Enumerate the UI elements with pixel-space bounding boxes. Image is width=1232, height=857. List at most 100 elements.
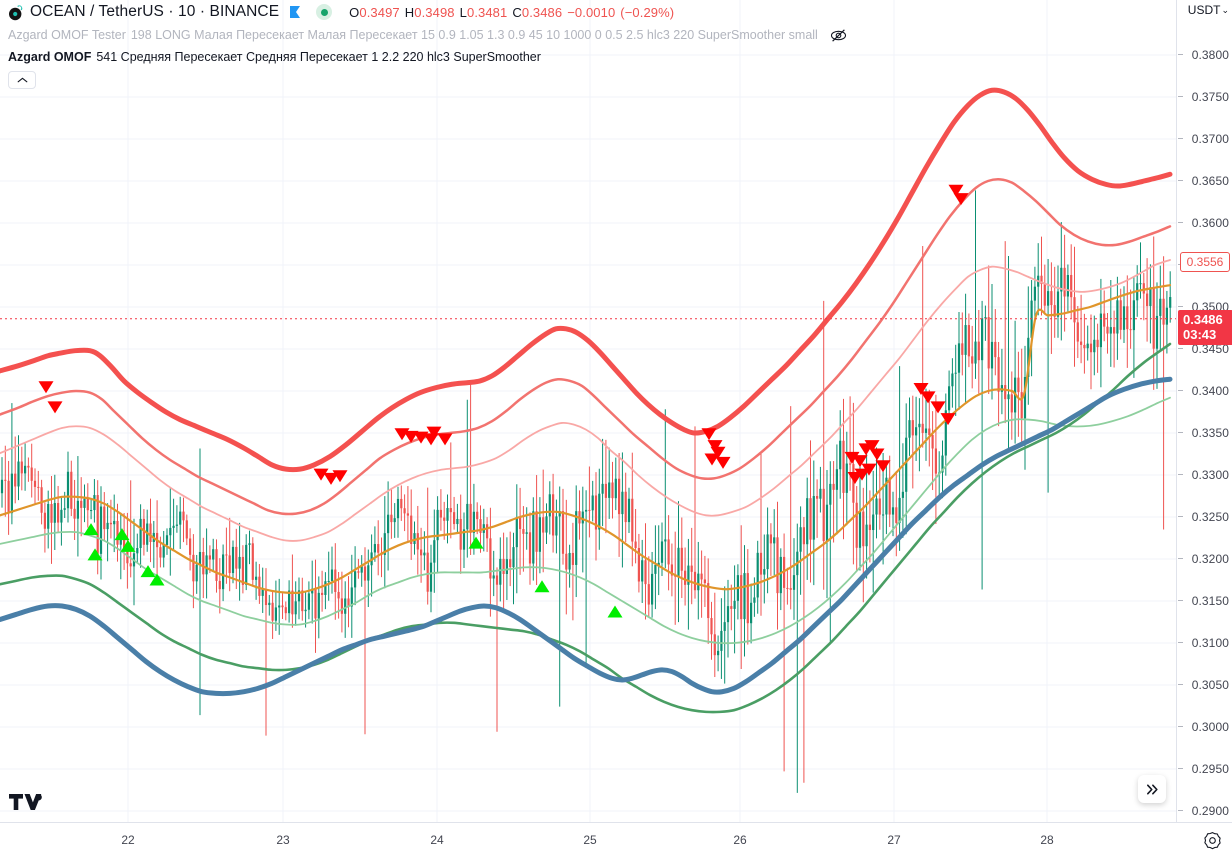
collapse-legend-button[interactable] (8, 71, 36, 89)
buy-signal-marker[interactable] (140, 565, 156, 578)
indicator-2-params: 541 Средняя Пересекает Средняя Пересекае… (96, 50, 541, 64)
price-axis[interactable]: USDT⌄ 0.3800 0.3750 0.3700 0.3650 0.3600 0.35… (1176, 0, 1232, 822)
sell-signal-marker[interactable] (875, 460, 891, 473)
ohlc-l-value: 0.3481 (466, 4, 508, 20)
candle-body (106, 522, 109, 530)
candle-body (720, 630, 723, 651)
sell-signal-marker[interactable] (710, 446, 726, 459)
eye-off-icon[interactable] (830, 27, 847, 44)
sell-signal-marker[interactable] (864, 440, 880, 453)
candle-body (954, 372, 957, 374)
price-tick: 0.3700 (1177, 132, 1229, 146)
sell-signal-marker[interactable] (930, 401, 946, 414)
last-price-badge[interactable]: 0.3486 03:43 (1178, 310, 1232, 345)
candle-body (733, 600, 736, 609)
sell-signal-marker[interactable] (940, 413, 956, 426)
buy-signal-marker[interactable] (607, 605, 623, 618)
scroll-to-realtime-button[interactable] (1138, 775, 1166, 803)
buy-signal-marker[interactable] (468, 536, 484, 549)
candle-body (585, 509, 588, 512)
indicator-bands (0, 87, 1173, 714)
sell-signal-marker[interactable] (426, 426, 442, 439)
sell-signal-marker[interactable] (38, 381, 54, 394)
candle-body (753, 597, 756, 603)
candle-body (27, 465, 30, 468)
sell-signal-marker[interactable] (948, 184, 964, 197)
sell-signal-marker[interactable] (854, 468, 870, 481)
candle-body (429, 562, 433, 592)
price-axis-unit[interactable]: USDT⌄ (1177, 3, 1229, 17)
sell-signal-marker[interactable] (844, 451, 860, 464)
price-tick-label: 0.3350 (1191, 426, 1229, 440)
ohlc-c-label: C (512, 4, 522, 20)
candle-body (690, 565, 693, 572)
candle-body (571, 552, 574, 565)
market-open-dot-icon[interactable] (316, 4, 333, 20)
time-axis[interactable]: 22 23 24 25 26 27 28 (0, 822, 1232, 857)
candle-body (1050, 291, 1053, 306)
price-tick-label: 0.3650 (1191, 174, 1229, 188)
price-tick: 0.3600 (1177, 216, 1229, 230)
symbol-title[interactable]: OCEAN / TetherUS · 10 · BINANCE (30, 3, 280, 20)
candle-body (819, 488, 822, 499)
settings-gear-icon[interactable] (1203, 831, 1222, 850)
buy-signal-marker[interactable] (534, 580, 550, 593)
candle-body (981, 318, 984, 361)
sell-signal-marker[interactable] (852, 455, 868, 468)
sell-signal-marker[interactable] (423, 433, 439, 446)
sell-signal-marker[interactable] (913, 382, 929, 395)
price-tick-label: 0.3800 (1191, 48, 1229, 62)
sell-signal-marker[interactable] (323, 472, 339, 485)
sell-signal-marker[interactable] (707, 440, 723, 453)
candle-body (96, 495, 99, 554)
flag-icon[interactable] (288, 5, 302, 20)
candle-body (842, 440, 845, 493)
chevron-down-icon: ⌄ (1221, 5, 1229, 15)
indicator-1-name[interactable]: Azgard OMOF Tester (8, 28, 126, 42)
time-tick-label: 22 (121, 833, 135, 847)
chart-pane[interactable] (0, 0, 1176, 822)
time-tick-label: 24 (430, 833, 444, 847)
sell-signal-marker[interactable] (437, 433, 453, 446)
ma-price-badge: 0.3556 (1180, 252, 1230, 272)
candle-body (1113, 327, 1116, 334)
sell-signal-marker[interactable] (313, 468, 329, 481)
candle-body (545, 516, 548, 533)
sell-signal-marker[interactable] (847, 471, 863, 484)
candle-body (1080, 341, 1083, 345)
sell-signal-marker[interactable] (715, 456, 731, 469)
sell-signal-marker[interactable] (47, 401, 63, 414)
indicator-2-name[interactable]: Azgard OMOF (8, 50, 92, 64)
buy-signal-marker[interactable] (149, 573, 165, 586)
chart-canvas[interactable] (0, 0, 1176, 822)
sell-signal-marker[interactable] (701, 428, 717, 441)
candle-body (967, 325, 970, 357)
candle-body (789, 588, 792, 590)
candle-body (317, 592, 320, 619)
sell-signal-marker[interactable] (869, 448, 885, 461)
indicator-legend-row-1[interactable]: Azgard OMOF Tester 198 LONG Малая Пересе… (0, 24, 1170, 46)
sell-signal-marker[interactable] (332, 470, 348, 483)
sell-signal-marker[interactable] (920, 391, 936, 404)
candle-body (915, 427, 918, 436)
indicator-legend-row-2[interactable]: Azgard OMOF 541 Средняя Пересекает Средн… (0, 46, 1170, 68)
candle-body (192, 554, 195, 582)
candle-body (162, 544, 165, 558)
candle-body (581, 511, 584, 524)
buy-signal-marker[interactable] (114, 528, 130, 541)
price-tick-label: 0.3000 (1191, 720, 1229, 734)
candle-body (357, 571, 360, 573)
sell-signal-marker[interactable] (861, 463, 877, 476)
price-tick-label: 0.3300 (1191, 468, 1229, 482)
tradingview-logo-icon[interactable] (9, 791, 43, 813)
sell-signal-marker[interactable] (953, 193, 969, 206)
candle-body (931, 434, 934, 449)
buy-signal-marker[interactable] (83, 523, 99, 536)
candle-body (519, 517, 522, 530)
buy-signal-marker[interactable] (120, 539, 136, 552)
sell-signal-marker[interactable] (704, 453, 720, 466)
sell-signal-marker[interactable] (403, 430, 419, 443)
symbol-legend-row[interactable]: OCEAN / TetherUS · 10 · BINANCE O0.3497 H… (0, 0, 1170, 24)
buy-signal-marker[interactable] (87, 548, 103, 561)
tick-dash (1178, 180, 1183, 181)
